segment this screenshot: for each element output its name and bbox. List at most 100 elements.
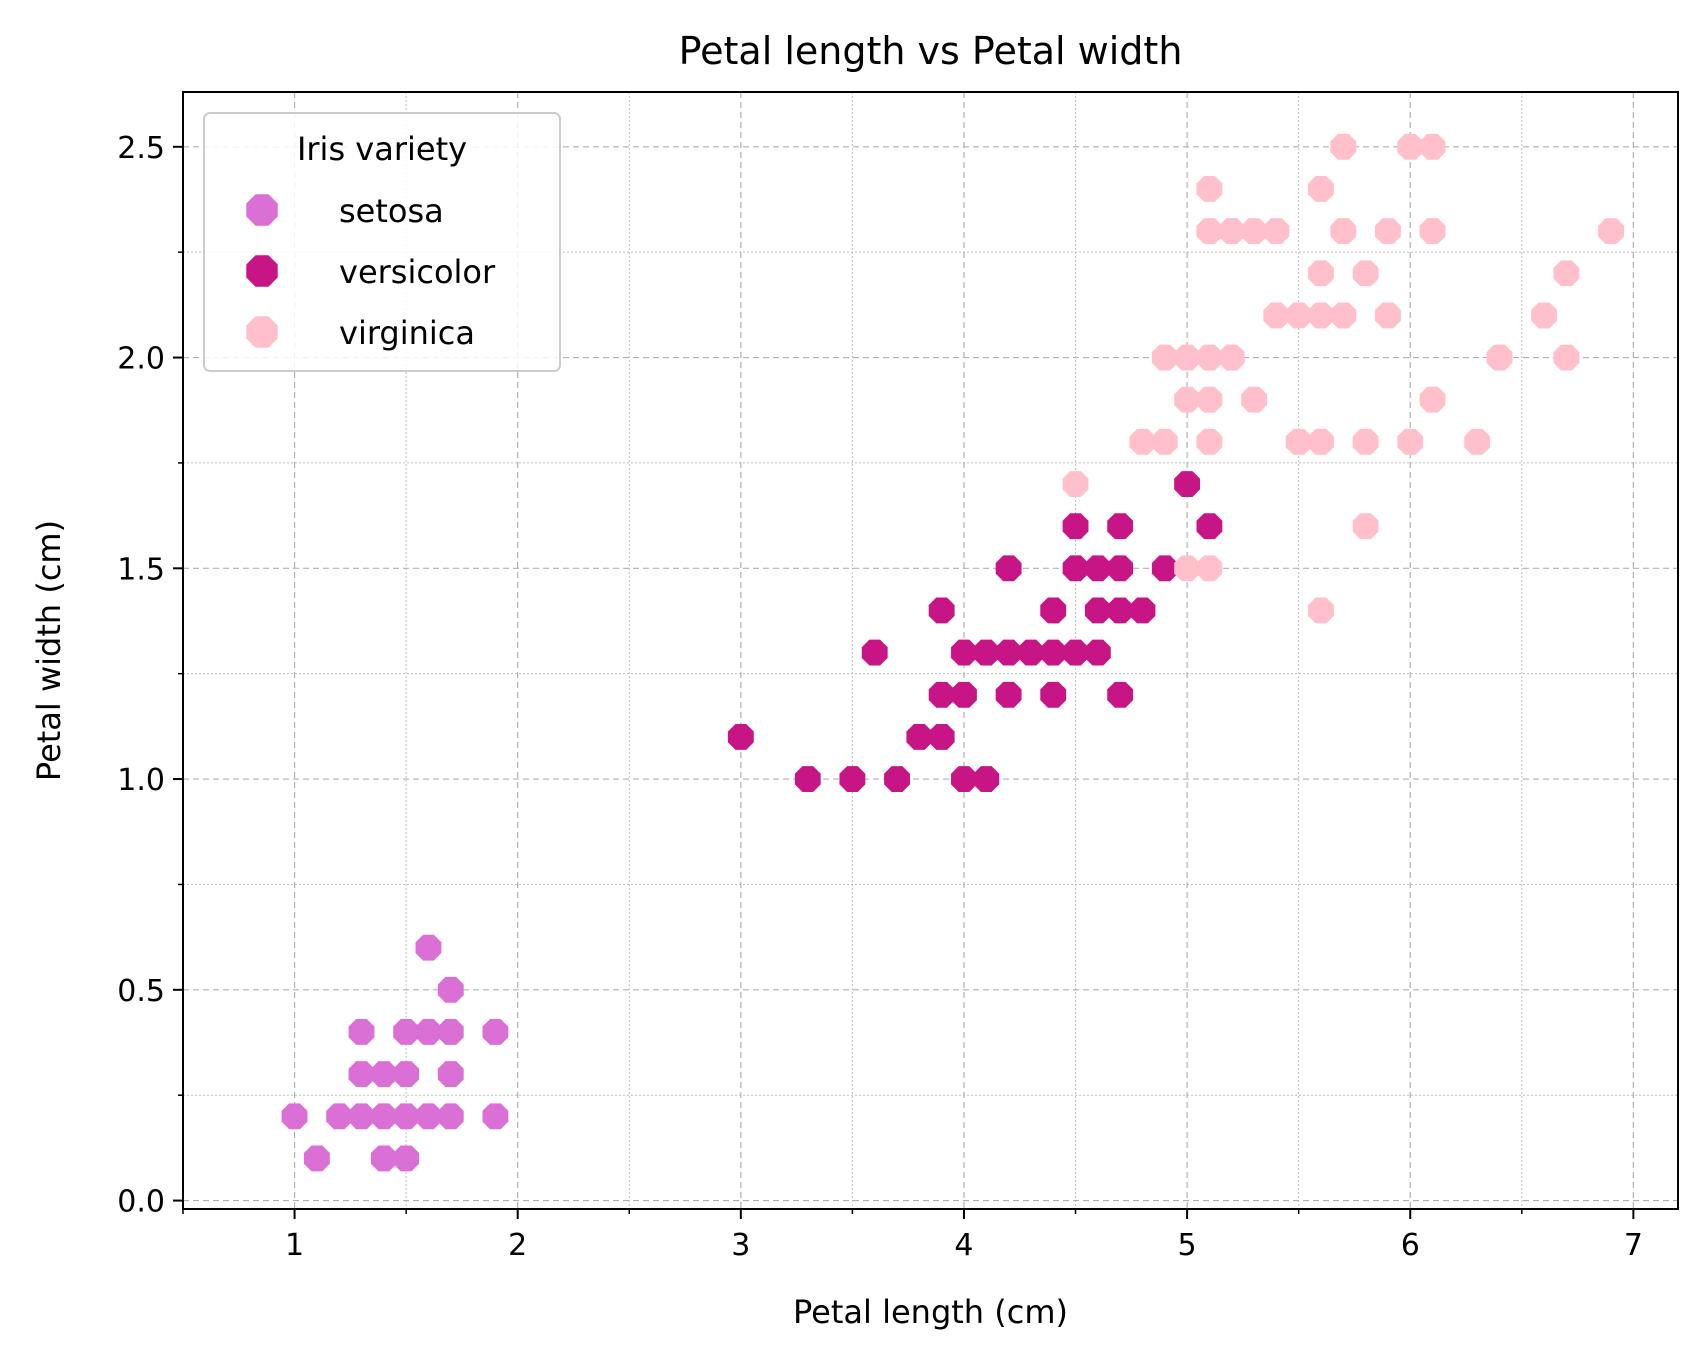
data-point-virginica <box>1464 428 1491 455</box>
data-point-virginica <box>1374 218 1401 245</box>
data-point-virginica <box>1308 260 1334 287</box>
data-point-virginica <box>1218 218 1245 245</box>
data-point-versicolor <box>1107 597 1134 624</box>
minor-grid <box>182 92 1678 1209</box>
data-point-setosa <box>393 1145 420 1172</box>
data-point-virginica <box>1352 513 1379 540</box>
y-tick-label: 1.5 <box>117 552 165 587</box>
data-point-virginica <box>1174 386 1201 413</box>
data-point-virginica <box>1241 386 1267 413</box>
data-point-virginica <box>1308 302 1334 329</box>
data-point-virginica <box>1263 302 1290 329</box>
data-point-setosa <box>437 1103 464 1130</box>
x-tick-label: 6 <box>1401 1228 1420 1263</box>
data-point-virginica <box>1196 386 1223 413</box>
legend-title: Iris variety <box>297 130 467 168</box>
legend-marker-setosa <box>246 194 278 226</box>
data-point-versicolor <box>1084 639 1111 666</box>
data-point-versicolor <box>995 555 1022 582</box>
data-point-virginica <box>1196 428 1223 455</box>
data-point-virginica <box>1285 428 1312 455</box>
data-point-setosa <box>437 1019 464 1045</box>
y-tick-label: 2.0 <box>117 342 165 377</box>
data-point-versicolor <box>1040 681 1067 708</box>
y-axis-label: Petal width (cm) <box>30 520 68 781</box>
data-point-setosa <box>281 1103 308 1130</box>
data-point-virginica <box>1308 176 1334 202</box>
data-point-versicolor <box>906 723 933 750</box>
data-point-virginica <box>1241 218 1267 245</box>
data-point-virginica <box>1330 218 1357 245</box>
data-point-versicolor <box>1174 471 1201 497</box>
y-tick-label: 1.0 <box>117 763 165 798</box>
data-point-virginica <box>1374 302 1401 329</box>
data-point-setosa <box>437 976 464 1003</box>
data-point-versicolor <box>1040 597 1067 624</box>
data-point-virginica <box>1598 218 1624 245</box>
x-axis-ticks: 1 2 3 4 5 6 7 <box>182 1209 1643 1263</box>
data-point-setosa <box>370 1145 397 1172</box>
data-point-virginica <box>1218 344 1245 371</box>
data-point-versicolor <box>1017 639 1044 666</box>
data-point-versicolor <box>973 639 1000 666</box>
data-point-virginica <box>1419 218 1446 245</box>
y-tick-label: 0.5 <box>117 974 165 1009</box>
data-point-versicolor <box>1129 597 1156 624</box>
legend-entries: setosa versicolor virginica <box>246 192 496 352</box>
data-point-virginica <box>1553 260 1580 287</box>
data-point-setosa <box>437 1061 464 1088</box>
data-point-versicolor <box>1107 681 1134 708</box>
data-point-setosa <box>415 1103 442 1130</box>
data-point-virginica <box>1062 471 1089 497</box>
legend-label-versicolor: versicolor <box>339 253 496 291</box>
data-point-virginica <box>1196 555 1223 582</box>
data-point-versicolor <box>1062 513 1089 540</box>
data-point-versicolor <box>995 639 1022 666</box>
data-point-virginica <box>1419 386 1446 413</box>
data-point-setosa <box>326 1103 353 1130</box>
data-point-versicolor <box>995 681 1022 708</box>
data-point-versicolor <box>1062 639 1089 666</box>
chart-title: Petal length vs Petal width <box>679 29 1183 73</box>
y-axis-ticks: 0.0 0.5 1.0 1.5 2.0 2.5 <box>117 131 183 1220</box>
data-point-virginica <box>1419 133 1446 160</box>
data-point-setosa <box>482 1019 509 1045</box>
x-tick-label: 3 <box>731 1228 750 1263</box>
data-point-virginica <box>1263 218 1290 245</box>
data-point-setosa <box>370 1061 397 1088</box>
data-point-setosa <box>415 1019 442 1045</box>
legend-entry-versicolor: versicolor <box>246 253 496 291</box>
data-point-versicolor <box>1107 555 1134 582</box>
legend-label-virginica: virginica <box>339 314 475 352</box>
data-point-versicolor <box>1084 555 1111 582</box>
data-point-versicolor <box>928 681 955 708</box>
data-point-virginica <box>1330 302 1357 329</box>
data-point-virginica <box>1174 344 1201 371</box>
data-point-versicolor <box>928 597 955 624</box>
data-point-versicolor <box>973 766 1000 792</box>
data-point-versicolor <box>1151 555 1178 582</box>
data-point-virginica <box>1151 344 1178 371</box>
series-versicolor <box>727 471 1223 792</box>
data-point-versicolor <box>1062 555 1089 582</box>
data-point-virginica <box>1196 176 1223 202</box>
legend-marker-virginica <box>246 316 278 348</box>
data-point-versicolor <box>951 681 977 708</box>
data-point-virginica <box>1196 344 1223 371</box>
legend-marker-versicolor <box>246 255 278 287</box>
data-point-setosa <box>415 934 442 961</box>
y-tick-label: 2.5 <box>117 131 165 166</box>
data-point-setosa <box>393 1019 420 1045</box>
data-point-virginica <box>1308 597 1334 624</box>
x-axis-label: Petal length (cm) <box>793 1293 1068 1331</box>
data-point-virginica <box>1553 344 1580 371</box>
data-point-setosa <box>393 1103 420 1130</box>
legend-box <box>203 112 561 372</box>
x-tick-label: 7 <box>1624 1228 1643 1263</box>
data-point-versicolor <box>727 723 754 750</box>
data-point-virginica <box>1196 218 1223 245</box>
data-point-virginica <box>1330 133 1357 160</box>
data-point-versicolor <box>1107 513 1134 540</box>
data-point-setosa <box>348 1019 375 1045</box>
